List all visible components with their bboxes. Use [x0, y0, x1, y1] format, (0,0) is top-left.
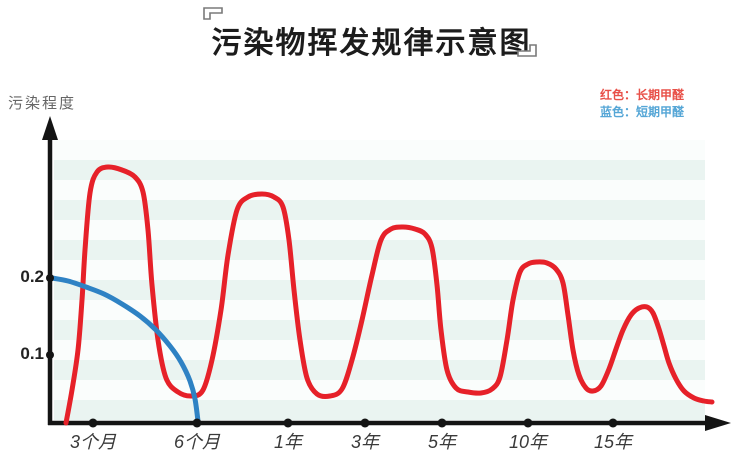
x-tick-label: 6个月 — [173, 432, 220, 452]
y-tick-label: 0.2 — [20, 267, 44, 286]
y-axis-arrow-icon — [42, 116, 58, 140]
x-tick-label: 10年 — [508, 432, 548, 452]
x-tick-label: 3年 — [350, 432, 379, 452]
x-tick-label: 5年 — [427, 432, 456, 452]
x-tick-label: 1年 — [273, 432, 302, 452]
y-tick-dot — [46, 351, 54, 359]
x-tick-dot — [283, 418, 293, 428]
x-tick-dot — [88, 418, 98, 428]
x-tick-dot — [523, 418, 533, 428]
x-tick-dot — [192, 418, 202, 428]
y-axis-label: 污染程度 — [8, 95, 77, 112]
x-tick-dot — [360, 418, 370, 428]
legend-blue-entry: 蓝色：短期甲醛 — [600, 105, 685, 119]
x-tick-label: 3个月 — [69, 432, 116, 452]
legend-red-entry: 红色：长期甲醛 — [600, 88, 685, 102]
x-tick-label: 15年 — [593, 432, 633, 452]
y-tick-label: 0.1 — [20, 344, 44, 363]
page-title: 污染物挥发规律示意图 — [211, 27, 532, 60]
legend: 红色：长期甲醛 蓝色：短期甲醛 — [600, 87, 684, 121]
x-tick-dot — [437, 418, 447, 428]
x-axis-arrow-icon — [705, 415, 731, 431]
red-series-line — [63, 164, 715, 426]
blue-series-line — [49, 275, 201, 424]
x-tick-dot — [608, 418, 618, 428]
y-tick-dot — [46, 274, 54, 282]
